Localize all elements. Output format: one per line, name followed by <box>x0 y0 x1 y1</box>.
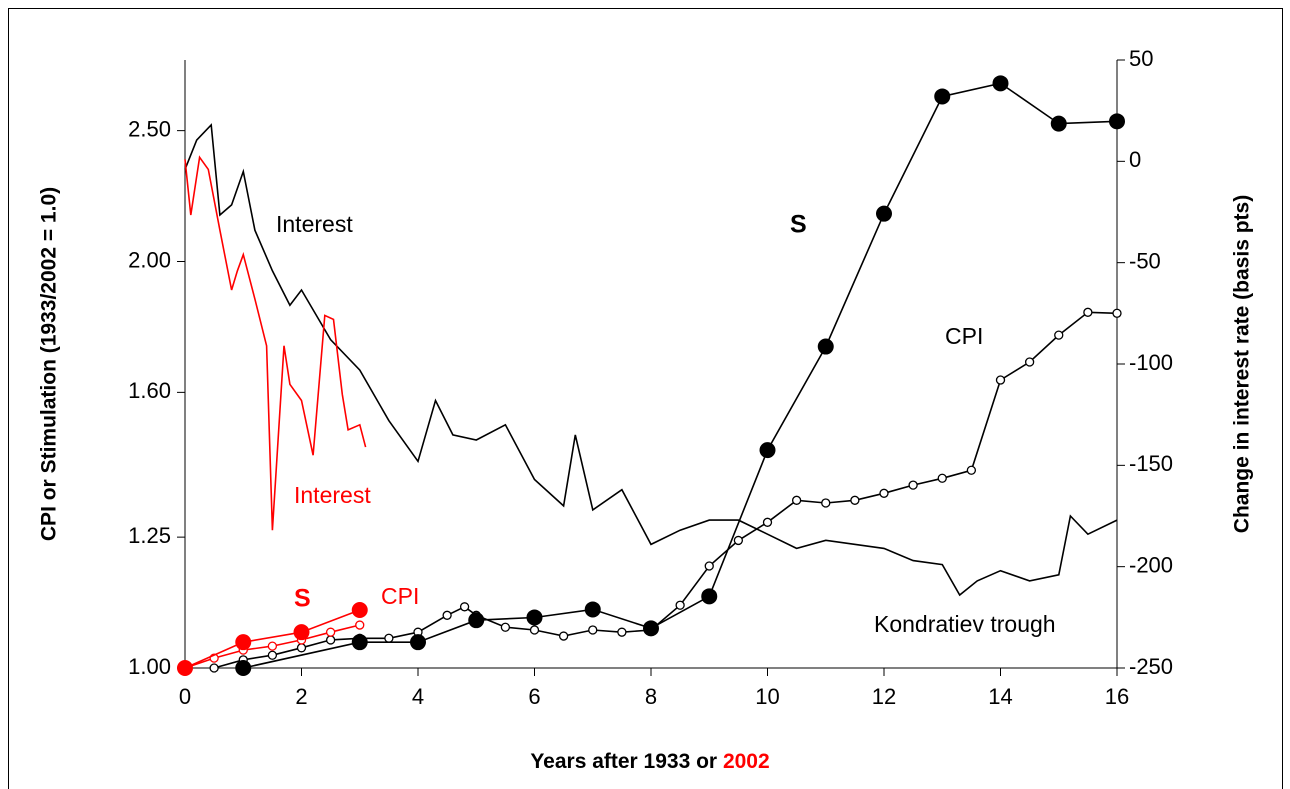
x-tick-label: 8 <box>645 684 657 709</box>
x-tick-label: 14 <box>988 684 1012 709</box>
point <box>209 663 219 673</box>
point <box>934 88 951 105</box>
point <box>325 627 336 637</box>
annotation: Kondratiev trough <box>874 611 1056 637</box>
y-tick-label: 2.00 <box>128 247 171 272</box>
y2-tick-label: 50 <box>1129 46 1153 71</box>
point <box>759 442 776 459</box>
point <box>995 375 1006 385</box>
y2-tick-label: -200 <box>1129 552 1173 577</box>
y-tick-label: 1.60 <box>128 378 171 403</box>
point <box>267 650 278 660</box>
point <box>701 588 718 605</box>
y-tick-label: 2.50 <box>128 116 171 141</box>
point <box>355 620 365 630</box>
point <box>267 641 278 651</box>
annotation: S <box>790 211 807 239</box>
point <box>526 609 543 626</box>
y-tick-label: 1.00 <box>128 654 171 679</box>
y-tick-label: 1.25 <box>128 523 171 548</box>
x-tick-label: 0 <box>179 684 191 709</box>
point <box>992 75 1009 92</box>
point <box>850 495 860 505</box>
point <box>459 602 470 612</box>
series-line <box>184 609 361 669</box>
point <box>529 625 540 635</box>
point <box>293 624 310 641</box>
point <box>1109 113 1125 130</box>
point <box>468 612 485 629</box>
point <box>558 631 569 641</box>
point <box>879 488 889 498</box>
point <box>296 643 307 653</box>
y2-tick-label: -150 <box>1129 451 1173 476</box>
point <box>966 465 977 475</box>
point <box>1083 307 1093 317</box>
point <box>1112 308 1122 318</box>
y-axis-label: CPI or Stimulation (1933/2002 = 1.0) <box>38 187 61 541</box>
point <box>1050 115 1067 132</box>
point <box>704 561 714 571</box>
frame <box>8 8 1283 789</box>
y2-axis-label: Change in interest rate (basis pts) <box>1231 195 1254 533</box>
point <box>817 338 834 355</box>
point <box>325 635 336 645</box>
x-tick-label: 6 <box>528 684 540 709</box>
point <box>821 498 831 508</box>
point <box>177 660 193 676</box>
point <box>643 620 659 637</box>
point <box>384 633 394 643</box>
point <box>876 205 892 222</box>
point <box>908 480 918 490</box>
series-line <box>184 123 1118 597</box>
y2-tick-label: -100 <box>1129 350 1173 375</box>
annotation: Interest <box>276 211 353 237</box>
x-axis-label-year: 2002 <box>723 750 770 773</box>
point <box>733 535 744 546</box>
point <box>351 601 368 618</box>
point <box>235 660 252 676</box>
point <box>500 622 511 632</box>
point <box>442 610 452 620</box>
annotation: S <box>294 585 311 613</box>
point <box>1024 357 1035 367</box>
point <box>1054 330 1064 340</box>
point <box>410 634 426 651</box>
y2-tick-label: -50 <box>1129 248 1161 273</box>
series-line <box>184 155 367 531</box>
annotation: CPI <box>945 323 983 349</box>
y2-tick-label: -250 <box>1129 654 1173 679</box>
x-tick-label: 16 <box>1105 684 1129 709</box>
point <box>588 625 598 635</box>
annotation: Interest <box>294 482 371 508</box>
x-tick-label: 12 <box>872 684 896 709</box>
point <box>937 473 947 483</box>
x-tick-label: 4 <box>412 684 424 709</box>
point <box>351 634 368 651</box>
point <box>235 634 252 651</box>
point <box>675 600 685 610</box>
x-tick-label: 10 <box>755 684 779 709</box>
point <box>617 627 627 637</box>
x-axis-label: Years after 1933 or 2002 <box>530 750 769 773</box>
annotation: CPI <box>381 583 419 609</box>
x-axis-label-main: Years after 1933 or <box>530 750 717 773</box>
point <box>762 517 773 527</box>
point <box>584 601 601 618</box>
x-tick-label: 2 <box>295 684 307 709</box>
point <box>791 495 802 505</box>
y2-tick-label: 0 <box>1129 147 1141 172</box>
